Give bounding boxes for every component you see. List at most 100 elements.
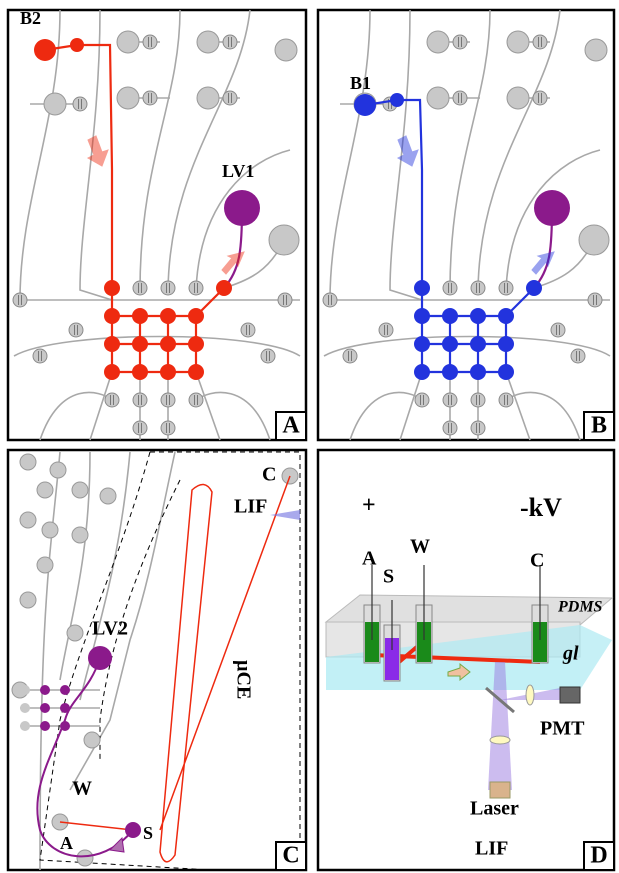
valve bbox=[161, 281, 175, 295]
valve bbox=[188, 364, 204, 380]
valve bbox=[499, 393, 513, 407]
valve bbox=[160, 364, 176, 380]
valve bbox=[104, 364, 120, 380]
valve bbox=[40, 703, 50, 713]
reservoir bbox=[72, 482, 88, 498]
valve bbox=[188, 308, 204, 324]
valve bbox=[13, 293, 27, 307]
valve bbox=[60, 685, 70, 695]
reservoir bbox=[579, 225, 609, 255]
valve bbox=[133, 393, 147, 407]
panel-label: B bbox=[591, 413, 607, 439]
valve bbox=[443, 393, 457, 407]
panel-d: +-kVASWCPDMSglPMTLaserLIFD bbox=[318, 450, 614, 870]
valve bbox=[499, 281, 513, 295]
valve bbox=[143, 91, 157, 105]
valve bbox=[104, 336, 120, 352]
annotation: LIF bbox=[475, 838, 508, 860]
valve bbox=[104, 308, 120, 324]
annotation: A bbox=[362, 548, 377, 570]
valve bbox=[40, 685, 50, 695]
reservoir bbox=[72, 527, 88, 543]
reservoir bbox=[42, 522, 58, 538]
valve bbox=[323, 293, 337, 307]
valve bbox=[143, 35, 157, 49]
lv-reservoir bbox=[224, 190, 260, 226]
valve bbox=[73, 97, 87, 111]
valve bbox=[20, 703, 30, 713]
annotation: S bbox=[143, 823, 153, 843]
pmt bbox=[560, 687, 580, 703]
valve bbox=[414, 280, 430, 296]
panel-label: C bbox=[282, 843, 299, 869]
panel-frame bbox=[8, 10, 306, 440]
annotation: Laser bbox=[470, 798, 519, 820]
valve bbox=[414, 308, 430, 324]
annotation: LIF bbox=[234, 496, 267, 518]
lens bbox=[526, 685, 534, 705]
valve bbox=[160, 336, 176, 352]
reservoir bbox=[84, 732, 100, 748]
reservoir bbox=[20, 454, 36, 470]
valve bbox=[471, 393, 485, 407]
valve bbox=[414, 336, 430, 352]
valve bbox=[343, 349, 357, 363]
reservoir bbox=[269, 225, 299, 255]
reservoir bbox=[354, 94, 376, 116]
valve bbox=[69, 323, 83, 337]
reservoir bbox=[197, 87, 219, 109]
reservoir bbox=[117, 31, 139, 53]
annotation: A bbox=[60, 833, 73, 853]
valve bbox=[571, 349, 585, 363]
valve bbox=[498, 364, 514, 380]
reservoir bbox=[44, 93, 66, 115]
lv-reservoir bbox=[534, 190, 570, 226]
reservoir bbox=[20, 512, 36, 528]
s-reservoir bbox=[125, 822, 141, 838]
valve bbox=[470, 308, 486, 324]
valve bbox=[379, 323, 393, 337]
valve bbox=[105, 393, 119, 407]
reservoir bbox=[427, 31, 449, 53]
valve bbox=[132, 308, 148, 324]
annotation: S bbox=[383, 566, 394, 588]
annotation: W bbox=[72, 778, 92, 800]
valve bbox=[20, 685, 30, 695]
valve bbox=[471, 281, 485, 295]
figure: B2LV1A B1B CLIFLV2µCEWASC +-kVASWCPDMSgl… bbox=[0, 0, 619, 873]
reservoir bbox=[117, 87, 139, 109]
valve bbox=[20, 721, 30, 731]
valve bbox=[498, 308, 514, 324]
reservoir bbox=[585, 39, 607, 61]
reservoir bbox=[77, 850, 93, 866]
reservoir bbox=[100, 488, 116, 504]
valve bbox=[588, 293, 602, 307]
reservoir bbox=[34, 39, 56, 61]
valve bbox=[189, 393, 203, 407]
valve bbox=[471, 421, 485, 435]
valve bbox=[133, 281, 147, 295]
valve bbox=[414, 364, 430, 380]
reservoir bbox=[37, 557, 53, 573]
lv-reservoir bbox=[88, 646, 112, 670]
panel-label: D bbox=[590, 843, 607, 869]
valve bbox=[261, 349, 275, 363]
valve bbox=[442, 308, 458, 324]
valve bbox=[498, 336, 514, 352]
valve bbox=[132, 336, 148, 352]
valve bbox=[40, 721, 50, 731]
reservoir bbox=[37, 482, 53, 498]
valve bbox=[132, 364, 148, 380]
valve bbox=[161, 421, 175, 435]
annotation: W bbox=[410, 536, 430, 558]
annotation: + bbox=[362, 493, 376, 519]
annotation: LV2 bbox=[92, 618, 128, 640]
reservoir bbox=[50, 462, 66, 478]
valve bbox=[551, 323, 565, 337]
reservoir bbox=[275, 39, 297, 61]
valve bbox=[33, 349, 47, 363]
annotation: PMT bbox=[540, 718, 585, 740]
valve bbox=[241, 323, 255, 337]
annotation: C bbox=[262, 464, 276, 486]
